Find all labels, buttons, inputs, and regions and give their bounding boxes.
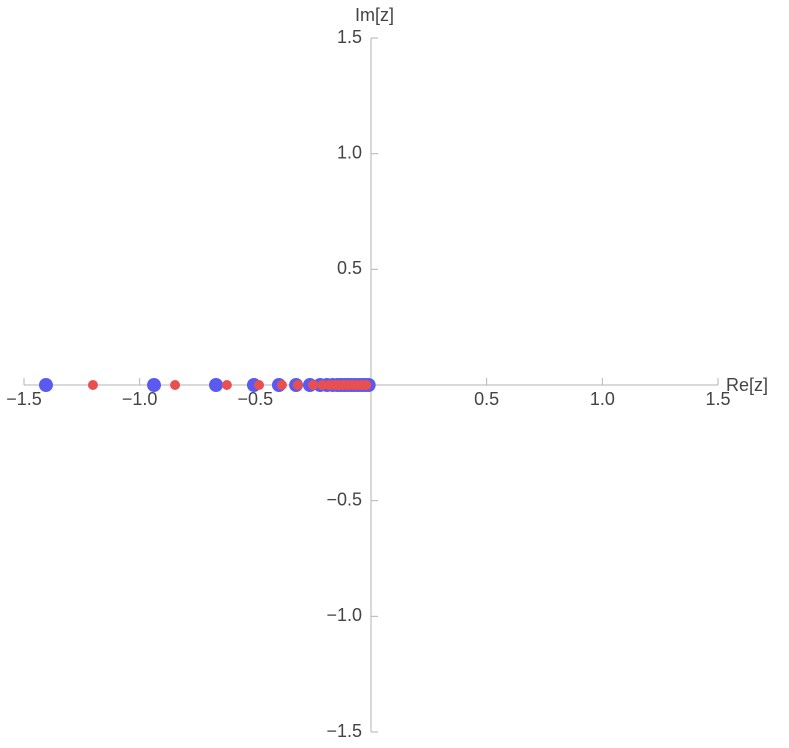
point (361, 380, 372, 390)
y-tick-label: 1.0 (337, 142, 362, 162)
y-tick-label: 1.5 (337, 27, 362, 47)
point (317, 380, 328, 390)
point (308, 380, 319, 390)
x-tick-label: 1.0 (590, 389, 615, 409)
point (38, 378, 53, 392)
y-tick-label: −1.0 (326, 605, 362, 625)
x-tick-label: −1.0 (122, 389, 158, 409)
x-tick-label: 0.5 (474, 389, 499, 409)
point (87, 380, 98, 390)
y-tick-label: −0.5 (326, 489, 362, 509)
x-axis-label: Re[z] (726, 375, 768, 395)
y-tick-label: −1.5 (326, 721, 362, 741)
point (170, 380, 181, 390)
x-tick-label: 1.5 (705, 389, 730, 409)
x-tick-label: −0.5 (238, 389, 274, 409)
point (254, 380, 265, 390)
point (292, 380, 303, 390)
x-tick-label: −1.5 (6, 389, 42, 409)
point (147, 378, 162, 392)
point (209, 378, 224, 392)
y-axis-label: Im[z] (355, 5, 394, 25)
point (221, 380, 232, 390)
y-tick-label: 0.5 (337, 258, 362, 278)
point (276, 380, 287, 390)
